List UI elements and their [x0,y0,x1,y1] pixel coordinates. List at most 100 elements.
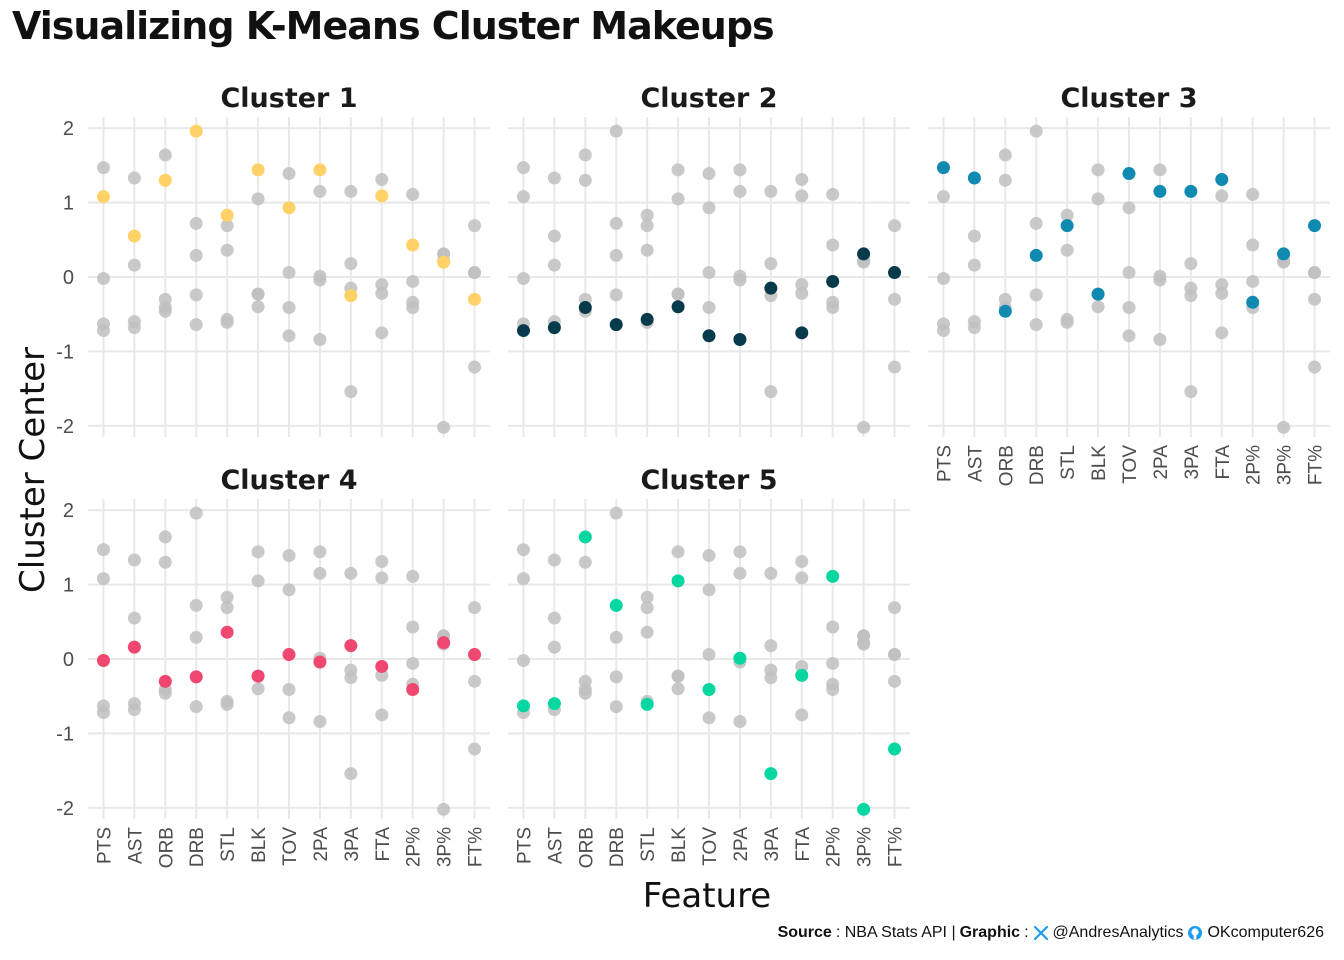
background-point [1215,286,1229,300]
cluster-1-point [406,238,420,252]
x-tick-label: ORB [996,445,1017,486]
cluster-1-point [220,208,234,222]
background-point [733,566,747,580]
background-point [764,257,778,271]
cluster-5-point [857,802,871,816]
cluster-2-point [795,326,809,340]
background-point [1153,333,1167,347]
background-point [795,708,809,722]
cluster-3-point [1215,173,1229,187]
background-point [1122,301,1136,315]
background-point [1246,187,1260,201]
background-point [826,620,840,634]
facet-5: Cluster 5 PTS AST ORB DRB STL BLK TOV 2PA 3PA FTA 2… [508,465,910,868]
background-point [826,683,840,697]
cluster-3-point [1184,184,1198,198]
background-point [282,329,296,343]
background-point [127,258,141,272]
x-tick-label: AST [965,445,986,482]
background-point [1215,189,1229,203]
background-point [282,583,296,597]
background-point [998,292,1012,306]
background-point [967,315,981,329]
background-point [313,715,327,729]
background-point [1029,318,1043,332]
background-point [406,301,420,315]
background-point [547,640,561,654]
background-point [468,266,482,280]
x-tick-label: BLK [1089,445,1110,481]
x-tick-label: 2P% [824,827,845,867]
cluster-1-point [96,190,110,204]
background-point [578,686,592,700]
cluster-2-point [826,274,840,288]
background-point [609,506,623,520]
background-point [96,271,110,285]
background-point [516,161,530,175]
background-point [578,555,592,569]
cluster-2-point [888,266,902,280]
background-point [220,315,234,329]
background-point [998,173,1012,187]
background-point [702,201,716,215]
x-tick-label: STL [1058,445,1079,480]
background-point [826,187,840,201]
background-point [640,601,654,615]
background-point [733,184,747,198]
x-tick-label: TOV [700,827,721,866]
cluster-3-point [1091,287,1105,301]
background-point [127,697,141,711]
background-point [1215,326,1229,340]
x-tick-label: 3P% [1275,445,1296,485]
background-point [251,682,265,696]
background-point [609,124,623,138]
facet-2: Cluster 2 [508,83,910,437]
background-point [96,161,110,175]
cluster-1-point [127,229,141,243]
cluster-2-point [857,247,871,261]
background-point [640,243,654,257]
background-point [967,229,981,243]
cluster-3-point [967,171,981,185]
twitter-handle: @AndresAnalytics [1052,924,1184,941]
background-point [888,648,902,662]
x-tick-label: PTS [514,827,535,864]
background-point [251,545,265,559]
background-point [764,184,778,198]
background-point [547,258,561,272]
background-point [1277,420,1291,434]
background-point [1308,292,1322,306]
background-point [158,686,172,700]
cluster-4-point [313,655,327,669]
cluster-3-point [998,304,1012,318]
cluster-1-point [313,163,327,177]
background-point [282,301,296,315]
x-tick-label: ORB [576,827,597,868]
cluster-4-point [468,648,482,662]
background-point [764,385,778,399]
background-point [344,566,358,580]
cluster-2-point [702,329,716,343]
background-point [609,248,623,262]
cluster-2-point [764,281,778,295]
background-point [640,590,654,604]
background-point [936,317,950,331]
y-tick-label: 0 [63,649,74,671]
cluster-4-point [127,640,141,654]
background-point [1060,243,1074,257]
background-point [1308,360,1322,374]
source-caption: Source : NBA Stats API | Graphic : @Andr… [778,924,1324,942]
background-point [795,286,809,300]
background-point [516,572,530,586]
cluster-3-point [1246,295,1260,309]
background-point [998,148,1012,162]
background-point [375,555,389,569]
background-point [733,715,747,729]
background-point [282,266,296,280]
cluster-5-point [764,767,778,781]
background-point [609,700,623,714]
background-point [702,583,716,597]
cluster-5-point [516,699,530,713]
background-point [671,669,685,683]
background-point [547,611,561,625]
